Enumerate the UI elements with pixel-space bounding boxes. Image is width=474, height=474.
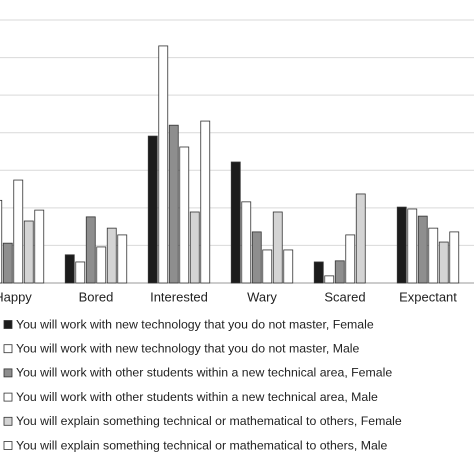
x-tick-label: Expectant: [399, 289, 457, 304]
bar: [251, 231, 262, 284]
bar: [200, 120, 211, 284]
bar: [64, 254, 75, 284]
bar: [241, 201, 252, 284]
bar: [85, 216, 96, 284]
bar: [324, 275, 335, 284]
legend-label: You will work with new technology that y…: [16, 317, 374, 331]
bar: [2, 242, 13, 284]
legend-label: You will explain something technical or …: [16, 414, 402, 428]
bar: [0, 199, 3, 284]
bar: [168, 124, 179, 284]
bar: [13, 179, 24, 284]
bar: [117, 234, 128, 284]
legend-label: You will explain something technical or …: [16, 438, 388, 452]
legend-label: You will work with other students within…: [16, 366, 392, 380]
legend-swatch: [3, 344, 13, 354]
bar: [449, 231, 460, 284]
x-tick-label: Interested: [150, 289, 208, 304]
bar: [75, 261, 86, 284]
bar: [272, 211, 283, 284]
bar: [417, 215, 428, 284]
x-tick-label: Scared: [324, 289, 365, 304]
bar: [283, 249, 294, 284]
bar: [23, 220, 34, 284]
bar: [313, 261, 324, 284]
bar: [96, 246, 107, 284]
x-tick-label: Wary: [247, 289, 277, 304]
legend-swatch: [3, 392, 13, 402]
bar: [407, 208, 418, 284]
bar: [262, 249, 273, 284]
bar: [438, 241, 449, 284]
legend-swatch: [3, 416, 13, 426]
bar: [179, 146, 190, 284]
bar: [428, 227, 439, 284]
bar: [189, 211, 200, 284]
bar: [355, 193, 366, 284]
bar: [106, 227, 117, 284]
legend-label: You will work with new technology that y…: [16, 341, 360, 355]
bar: [334, 260, 345, 284]
bar: [158, 45, 169, 284]
x-tick-label: Bored: [79, 289, 114, 304]
bar: [147, 135, 158, 284]
legend-swatch: [3, 441, 13, 450]
bar: [396, 206, 407, 284]
x-tick-label: Happy: [0, 289, 32, 304]
bar: [230, 161, 241, 284]
legend-swatch: [3, 320, 13, 329]
bar: [34, 209, 45, 284]
legend-swatch: [3, 368, 13, 378]
bar: [345, 234, 356, 284]
legend-label: You will work with other students within…: [16, 390, 378, 404]
